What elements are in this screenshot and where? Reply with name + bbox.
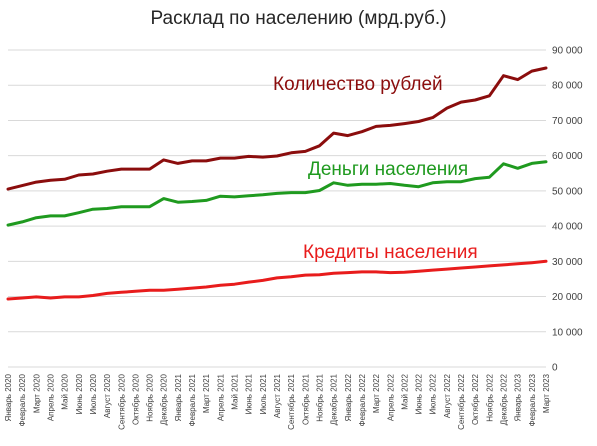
y-tick-label: 70 000 (552, 116, 583, 127)
series-label: Деньги населения (308, 159, 468, 180)
y-tick-label: 80 000 (552, 81, 583, 92)
y-tick-label: 10 000 (552, 327, 583, 338)
series-label: Количество рублей (273, 74, 443, 95)
gridlines (8, 49, 546, 368)
x-tick-label: Март 2020 (32, 373, 41, 413)
x-tick-label: Ноябрь 2020 (146, 373, 155, 421)
x-tick-label: Сентябрь 2022 (457, 373, 466, 429)
x-tick-label: Декабрь 2020 (160, 373, 169, 425)
x-tick-label: Октябрь 2020 (131, 373, 140, 425)
x-tick-label: Июль 2021 (259, 373, 268, 414)
x-axis-tick-labels: Январь 2020 Февраль 2020 Март 2020 Апрель 2… (4, 373, 551, 429)
y-tick-label: 50 000 (552, 186, 583, 197)
x-tick-label: Февраль 2022 (358, 373, 367, 426)
y-tick-label: 90 000 (552, 46, 583, 57)
x-tick-label: Июнь 2021 (245, 373, 254, 414)
x-tick-label: Декабрь 2021 (330, 373, 339, 425)
x-tick-label: Апрель 2022 (386, 373, 395, 421)
x-tick-label: Июнь 2020 (75, 373, 84, 414)
y-tick-label: 60 000 (552, 151, 583, 162)
x-tick-label: Сентябрь 2020 (117, 373, 126, 429)
y-tick-label: 20 000 (552, 292, 583, 303)
x-tick-label: Январь 2023 (514, 373, 523, 421)
x-tick-label: Август 2020 (103, 373, 112, 418)
series-label: Кредиты населения (303, 242, 478, 263)
x-tick-label: Февраль 2020 (18, 373, 27, 426)
x-tick-label: Декабрь 2022 (500, 373, 509, 425)
series-labels: Количество рублей Деньги населения Кредиты… (273, 74, 478, 263)
series-lines (6, 66, 548, 301)
x-tick-label: Май 2021 (231, 373, 240, 409)
x-tick-label: Сентябрь 2021 (287, 373, 296, 429)
y-tick-label: 40 000 (552, 222, 583, 233)
x-tick-label: Март 2022 (372, 373, 381, 413)
y-axis-tick-labels: 0 10 000 20 000 30 000 40 000 50 000 60 000 70 … (552, 46, 583, 374)
x-tick-label: Январь 2021 (174, 373, 183, 421)
y-tick-label: 0 (552, 363, 558, 374)
x-tick-label: Ноябрь 2022 (485, 373, 494, 421)
x-tick-label: Май 2020 (61, 373, 70, 409)
x-tick-label: Ноябрь 2021 (315, 373, 324, 421)
x-tick-label: Январь 2022 (344, 373, 353, 421)
series-line (6, 160, 548, 227)
chart-title: Расклад по населению (мрд.руб.) (150, 8, 447, 29)
x-tick-label: Август 2022 (443, 373, 452, 418)
x-tick-label: Январь 2020 (4, 373, 13, 421)
x-tick-label: Май 2022 (400, 373, 409, 409)
x-tick-label: Октябрь 2022 (471, 373, 480, 425)
series-line (6, 66, 548, 191)
series-line (6, 259, 548, 301)
x-tick-label: Июль 2020 (89, 373, 98, 414)
x-tick-label: Октябрь 2021 (301, 373, 310, 425)
x-tick-label: Март 2023 (542, 373, 551, 413)
x-tick-label: Апрель 2020 (46, 373, 55, 421)
x-tick-label: Апрель 2021 (216, 373, 225, 421)
y-tick-label: 30 000 (552, 257, 583, 268)
x-tick-label: Март 2021 (202, 373, 211, 413)
x-tick-label: Февраль 2021 (188, 373, 197, 426)
x-tick-label: Февраль 2023 (528, 373, 537, 426)
x-tick-label: Июль 2022 (429, 373, 438, 414)
x-tick-label: Август 2021 (273, 373, 282, 418)
x-tick-label: Июнь 2022 (415, 373, 424, 414)
